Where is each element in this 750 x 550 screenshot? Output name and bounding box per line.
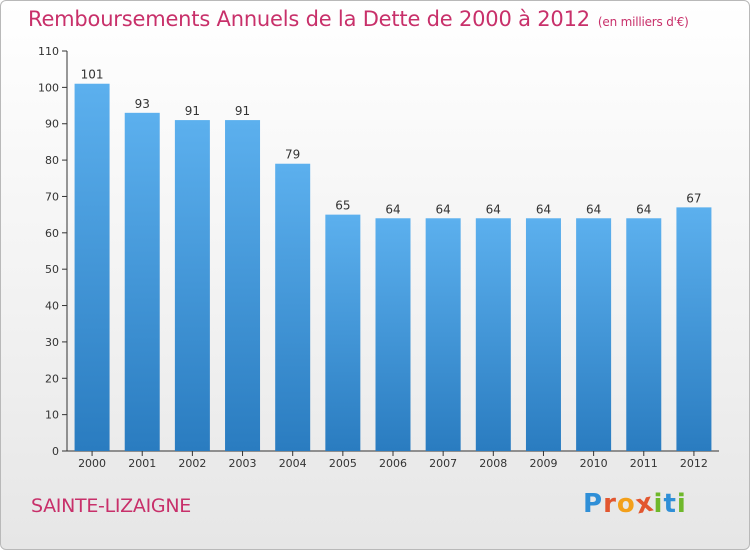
y-tick-label: 20 <box>45 372 59 385</box>
x-tick-label: 2008 <box>479 457 507 470</box>
x-tick-label: 2003 <box>229 457 257 470</box>
bar-value-label: 91 <box>235 104 250 118</box>
y-tick-label: 80 <box>45 154 59 167</box>
x-tick-label: 2007 <box>429 457 457 470</box>
y-tick-label: 10 <box>45 409 59 422</box>
bar-value-label: 93 <box>135 97 150 111</box>
bar <box>174 120 210 451</box>
bar-value-label: 64 <box>636 202 651 216</box>
bar <box>325 214 361 451</box>
y-tick-label: 30 <box>45 336 59 349</box>
x-tick-label: 2010 <box>580 457 608 470</box>
x-tick-label: 2011 <box>630 457 658 470</box>
bar-value-label: 64 <box>436 202 451 216</box>
y-tick-label: 0 <box>52 445 59 458</box>
chart-bars <box>74 83 712 452</box>
bar <box>124 112 160 452</box>
chart-value-labels: 101 93 91 91 79 65 64 64 64 64 64 64 67 <box>81 68 702 217</box>
bar-value-label: 67 <box>686 191 701 205</box>
x-tick-label: 2000 <box>78 457 106 470</box>
chart-title: Remboursements Annuels de la Dette de 20… <box>28 7 689 31</box>
bar <box>74 83 110 452</box>
x-tick-label: 2002 <box>178 457 206 470</box>
y-tick-label: 100 <box>38 81 59 94</box>
bar <box>225 120 261 451</box>
bar <box>375 218 411 451</box>
bar <box>676 207 712 451</box>
bar-value-label: 64 <box>486 202 501 216</box>
bar <box>475 218 511 451</box>
bar-value-label: 101 <box>81 68 104 82</box>
chart-unit-label: (en milliers d'€) <box>597 15 689 29</box>
bar <box>525 218 561 451</box>
proxiti-logo[interactable]: Proxiti <box>583 487 687 521</box>
y-tick-label: 70 <box>45 190 59 203</box>
bar <box>425 218 461 451</box>
commune-name: SAINTE-LIZAIGNE <box>31 495 191 517</box>
bar <box>576 218 612 451</box>
y-tick-label: 40 <box>45 300 59 313</box>
y-tick-label: 110 <box>38 45 59 58</box>
x-tick-label: 2009 <box>529 457 557 470</box>
chart-title-text: Remboursements Annuels de la Dette de 20… <box>28 7 590 31</box>
x-tick-label: 2001 <box>128 457 156 470</box>
bar-value-label: 64 <box>586 202 601 216</box>
x-tick-label: 2006 <box>379 457 407 470</box>
bar-value-label: 64 <box>385 202 400 216</box>
bar-value-label: 91 <box>185 104 200 118</box>
bar-value-label: 64 <box>536 202 551 216</box>
y-tick-label: 50 <box>45 263 59 276</box>
x-tick-label: 2005 <box>329 457 357 470</box>
y-tick-label: 60 <box>45 227 59 240</box>
x-tick-label: 2004 <box>279 457 307 470</box>
bar-value-label: 79 <box>285 148 300 162</box>
chart-axes: 0 10 20 30 40 50 60 70 80 90 100 110 2000 2001 2002 200… <box>38 45 719 470</box>
bar <box>626 218 662 451</box>
x-tick-label: 2012 <box>680 457 708 470</box>
bar <box>275 163 311 451</box>
bar-value-label: 65 <box>335 199 350 213</box>
y-tick-label: 90 <box>45 118 59 131</box>
